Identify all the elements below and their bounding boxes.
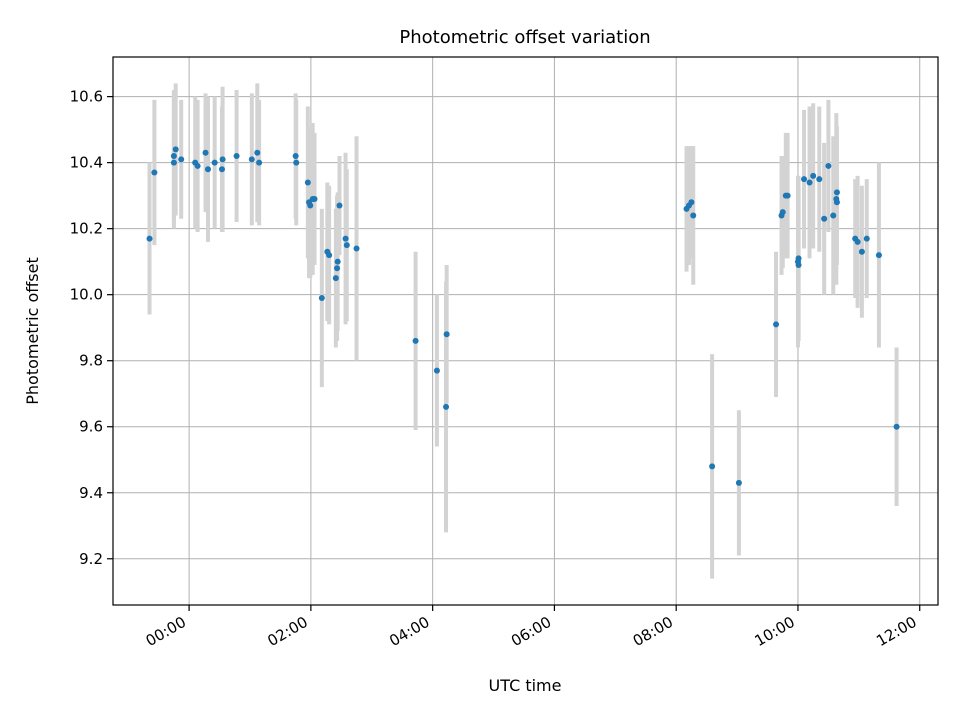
data-point: [433, 367, 440, 374]
data-point: [801, 176, 808, 183]
data-point: [336, 202, 343, 209]
data-point: [311, 195, 318, 202]
data-point: [833, 199, 840, 206]
data-point: [795, 261, 802, 268]
chart-title: Photometric offset variation: [399, 27, 650, 48]
y-tick-label: 10.6: [70, 88, 103, 106]
data-point: [307, 202, 314, 209]
data-points: [146, 146, 900, 486]
data-point: [821, 215, 828, 222]
data-point: [858, 248, 865, 255]
data-point: [773, 321, 780, 328]
data-point: [893, 423, 900, 430]
y-tick-label: 10.0: [70, 286, 103, 304]
data-point: [735, 479, 742, 486]
data-point: [293, 159, 300, 166]
data-point: [204, 166, 211, 173]
data-point: [443, 403, 450, 410]
y-tick-label: 10.4: [70, 154, 103, 172]
grid: [113, 57, 938, 605]
data-point: [443, 331, 450, 338]
data-point: [172, 146, 179, 153]
data-point: [292, 153, 299, 160]
data-point: [825, 162, 832, 169]
y-tick-label: 9.8: [79, 352, 103, 370]
data-point: [194, 162, 201, 169]
data-point: [784, 192, 791, 199]
data-point: [146, 235, 153, 242]
data-point: [688, 199, 695, 206]
data-point: [779, 209, 786, 216]
y-axis-label: Photometric offset: [23, 257, 42, 405]
data-point: [332, 275, 339, 282]
y-tick-label: 9.2: [79, 550, 103, 568]
data-point: [412, 337, 419, 344]
data-point: [342, 235, 349, 242]
data-point: [854, 238, 861, 245]
data-point: [178, 156, 185, 163]
data-point: [326, 252, 333, 259]
data-point: [248, 156, 255, 163]
data-point: [151, 169, 158, 176]
data-point: [343, 242, 350, 249]
data-point: [218, 166, 225, 173]
data-point: [202, 149, 209, 156]
data-point: [254, 149, 261, 156]
data-point: [806, 179, 813, 186]
data-point: [318, 294, 325, 301]
data-point: [833, 189, 840, 196]
data-point: [875, 252, 882, 259]
data-point: [353, 245, 360, 252]
data-point: [170, 159, 177, 166]
data-point: [304, 179, 311, 186]
data-point: [816, 176, 823, 183]
data-point: [863, 235, 870, 242]
plot-frame: [112, 56, 939, 606]
data-point: [334, 265, 341, 272]
data-point: [810, 172, 817, 179]
data-point: [795, 255, 802, 262]
data-point: [211, 159, 218, 166]
x-axis-label: UTC time: [489, 676, 562, 695]
data-point: [709, 463, 716, 470]
data-point: [256, 159, 263, 166]
data-point: [830, 212, 837, 219]
y-tick-label: 9.6: [79, 418, 103, 436]
y-axis-ticks: 9.2 9.4 9.6 9.8 10.0 10.2 10.4 10.6: [70, 88, 113, 568]
data-point: [170, 153, 177, 160]
data-point: [690, 212, 697, 219]
y-tick-label: 10.2: [70, 220, 103, 238]
data-point: [219, 156, 226, 163]
data-point: [233, 153, 240, 160]
data-point: [334, 258, 341, 265]
y-tick-label: 9.4: [79, 484, 103, 502]
